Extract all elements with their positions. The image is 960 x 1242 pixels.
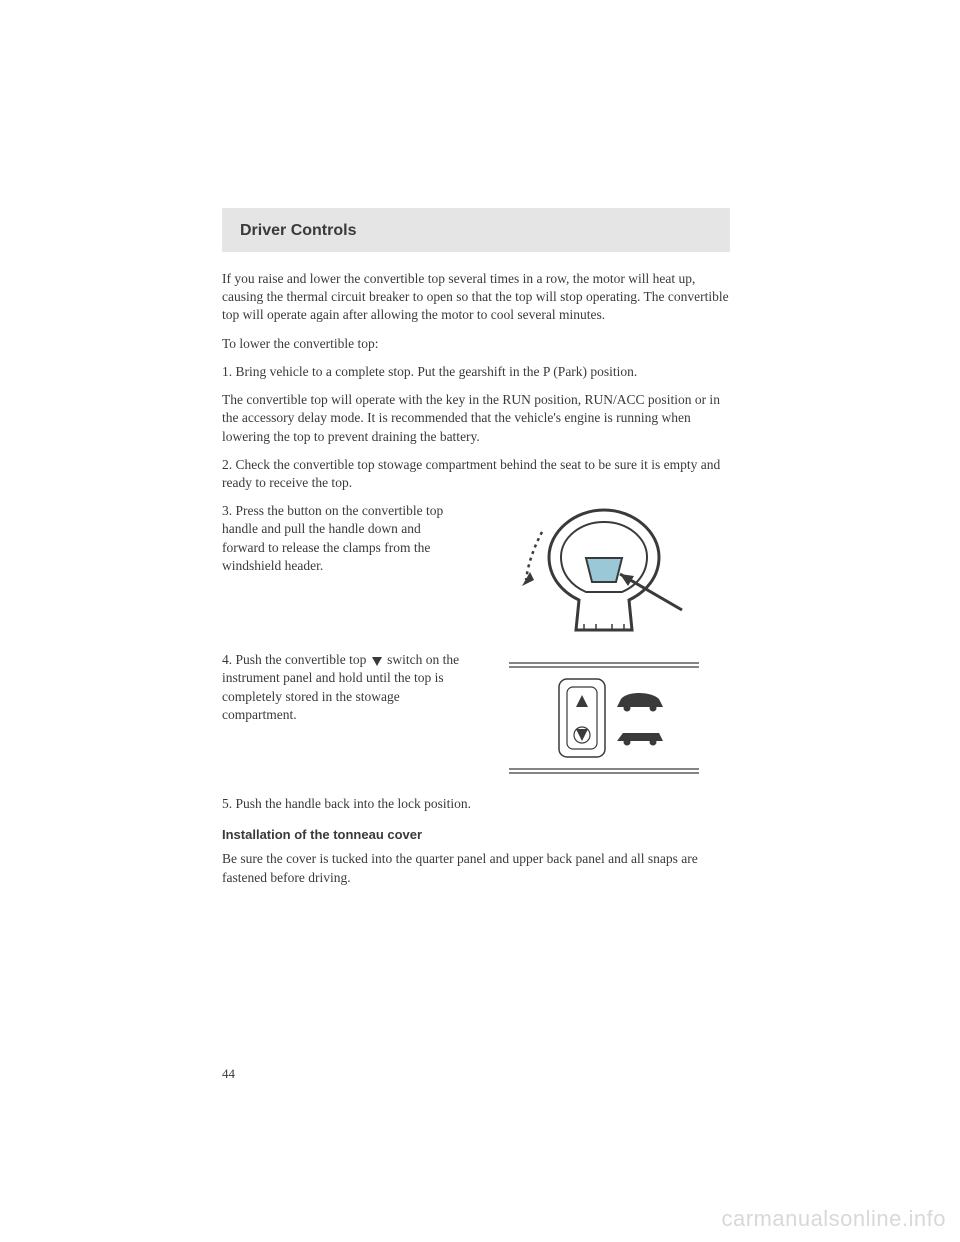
figure-switch-panel	[478, 651, 730, 781]
paragraph-step1: 1. Bring vehicle to a complete stop. Put…	[222, 363, 730, 381]
step3-row: 3. Press the button on the convertible t…	[222, 502, 730, 637]
paragraph-step4: 4. Push the convertible top switch on th…	[222, 651, 462, 724]
paragraph-step3: 3. Press the button on the convertible t…	[222, 502, 462, 575]
paragraph-intro: If you raise and lower the convertible t…	[222, 270, 730, 325]
section-title: Driver Controls	[240, 222, 712, 240]
paragraph-step2: 2. Check the convertible top stowage com…	[222, 456, 730, 492]
paragraph-tolower: To lower the convertible top:	[222, 335, 730, 353]
step4-pre: 4. Push the convertible top	[222, 652, 366, 667]
watermark-text: carmanualsonline.info	[721, 1206, 946, 1232]
section-header-band: Driver Controls	[222, 208, 730, 252]
paragraph-install-body: Be sure the cover is tucked into the qua…	[222, 850, 730, 886]
page-number: 44	[222, 1066, 235, 1082]
paragraph-step5: 5. Push the handle back into the lock po…	[222, 795, 730, 813]
down-triangle-icon	[372, 657, 382, 666]
step4-row: 4. Push the convertible top switch on th…	[222, 651, 730, 781]
subheading-installation: Installation of the tonneau cover	[222, 827, 730, 842]
paragraph-note1: The convertible top will operate with th…	[222, 391, 730, 446]
figure-handle	[478, 502, 730, 637]
page-body: Driver Controls If you raise and lower t…	[0, 0, 960, 887]
